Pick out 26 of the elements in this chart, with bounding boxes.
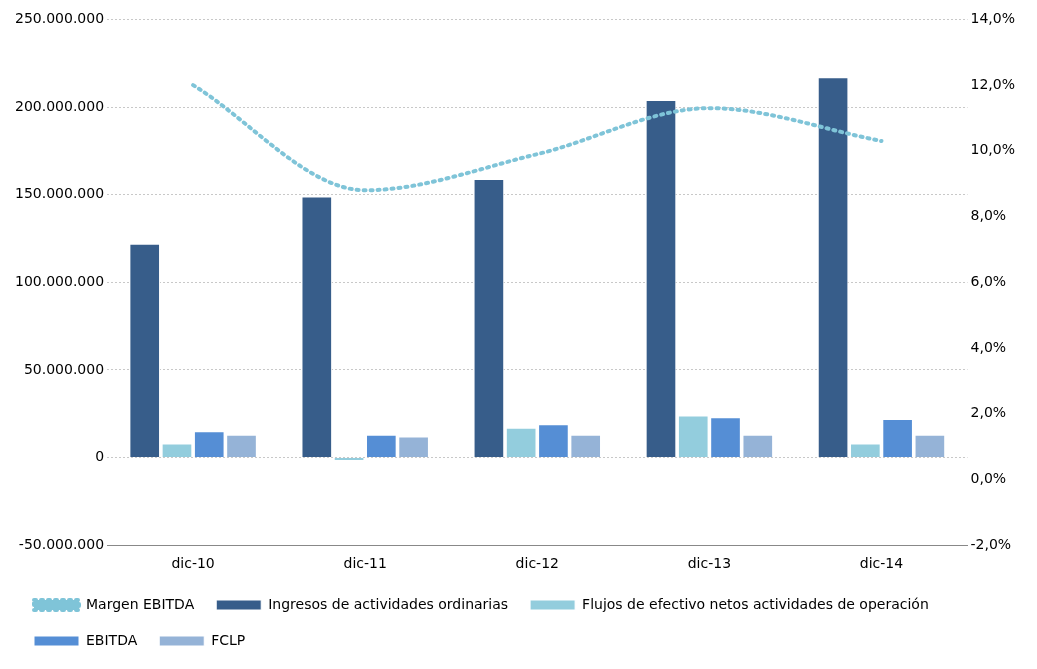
x-tick-label: dic-11 — [343, 555, 387, 572]
legend-label: Ingresos de actividades ordinarias — [268, 595, 509, 612]
y-tick-label: 0 — [95, 448, 105, 465]
y-tick-label: 200.000.000 — [14, 97, 105, 114]
legend-label: Margen EBITDA — [86, 595, 195, 612]
y-tick-label: 100.000.000 — [14, 272, 105, 289]
y-tick-label: 50.000.000 — [23, 360, 105, 377]
x-tick-label: dic-10 — [171, 555, 215, 572]
y2-tick-label: 2,0% — [970, 404, 1007, 421]
x-tick-label: dic-13 — [687, 555, 732, 572]
y2-tick-label: 14,0% — [970, 10, 1016, 27]
y-tick-label: 250.000.000 — [14, 10, 105, 27]
y2-tick-label: 10,0% — [970, 141, 1016, 158]
y2-tick-label: -2,0% — [970, 535, 1012, 552]
legend-label: EBITDA — [86, 631, 138, 648]
y2-tick-label: 12,0% — [970, 75, 1016, 92]
y-tick-label: -50.000.000 — [18, 535, 105, 552]
y2-tick-label: 4,0% — [970, 338, 1007, 355]
y2-tick-label: 6,0% — [970, 272, 1007, 289]
x-tick-label: dic-12 — [515, 555, 559, 572]
y-tick-label: 150.000.000 — [14, 185, 105, 202]
legend-label: Flujos de efectivo netos actividades de operación — [582, 595, 929, 612]
y2-tick-label: 8,0% — [970, 207, 1007, 224]
x-tick-label: dic-14 — [859, 555, 904, 572]
y2-tick-label: 0,0% — [970, 470, 1007, 487]
legend-label: FCLP — [211, 631, 246, 648]
